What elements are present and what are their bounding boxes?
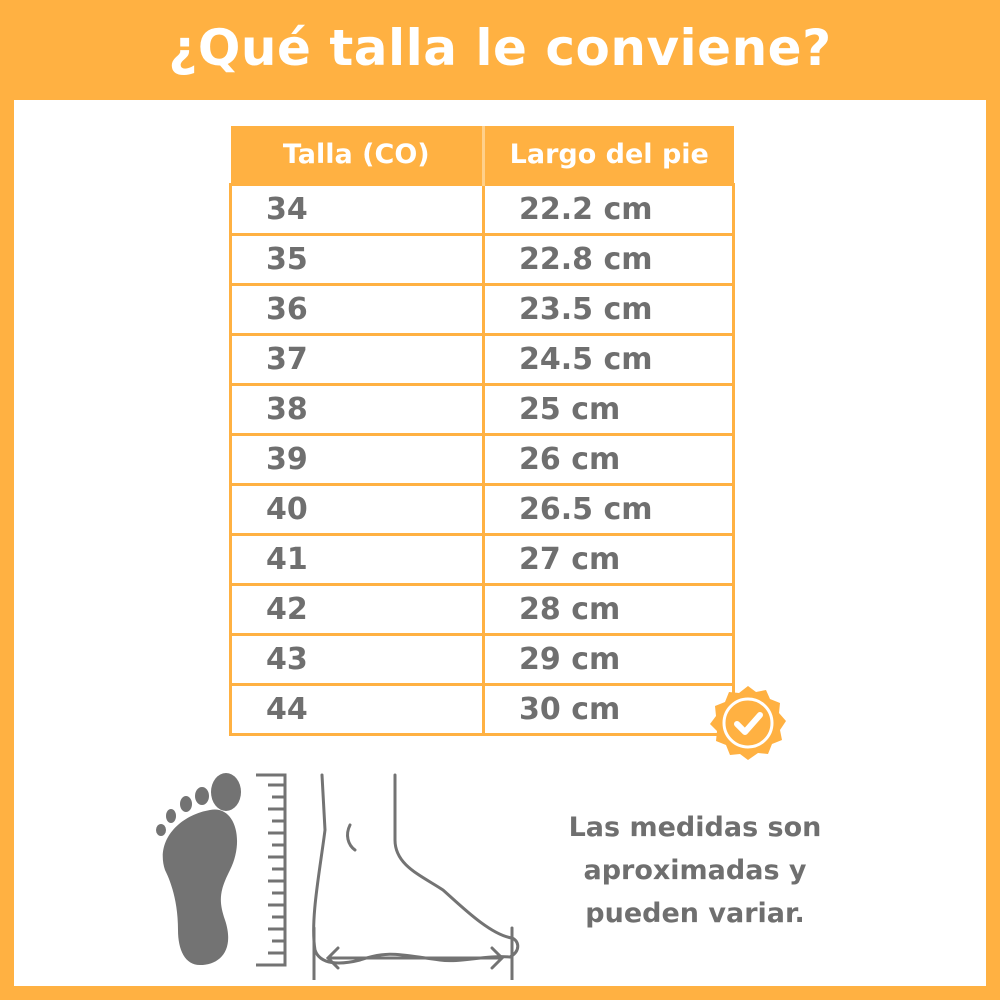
column-header-length: Largo del pie bbox=[483, 126, 734, 184]
table-row: 35 22.8 cm bbox=[229, 232, 735, 286]
size-cell: 43 bbox=[229, 632, 485, 686]
size-cell: 38 bbox=[229, 382, 485, 436]
table-row: 44 30 cm bbox=[229, 682, 735, 736]
foot-length-cell: 24.5 cm bbox=[482, 332, 735, 386]
foot-length-cell: 22.2 cm bbox=[482, 182, 735, 236]
table-row: 40 26.5 cm bbox=[229, 482, 735, 536]
table-row: 39 26 cm bbox=[229, 432, 735, 486]
size-cell: 37 bbox=[229, 332, 485, 386]
foot-length-cell: 26 cm bbox=[482, 432, 735, 486]
table-row: 37 24.5 cm bbox=[229, 332, 735, 386]
foot-length-cell: 29 cm bbox=[482, 632, 735, 686]
foot-length-cell: 22.8 cm bbox=[482, 232, 735, 286]
size-cell: 41 bbox=[229, 532, 485, 586]
table-row: 34 22.2 cm bbox=[229, 182, 735, 236]
size-cell: 44 bbox=[229, 682, 485, 736]
size-cell: 39 bbox=[229, 432, 485, 486]
foot-side-icon bbox=[312, 773, 520, 965]
table-row: 38 25 cm bbox=[229, 382, 735, 436]
foot-length-cell: 28 cm bbox=[482, 582, 735, 636]
foot-measure-illustration bbox=[156, 773, 520, 980]
foot-length-cell: 23.5 cm bbox=[482, 282, 735, 336]
column-header-size: Talla (CO) bbox=[230, 126, 485, 184]
foot-length-cell: 30 cm bbox=[482, 682, 735, 736]
size-cell: 40 bbox=[229, 482, 485, 536]
table-header-row: Talla (CO) Largo del pie bbox=[230, 126, 734, 184]
foot-length-cell: 25 cm bbox=[482, 382, 735, 436]
table-row: 36 23.5 cm bbox=[229, 282, 735, 336]
size-cell: 36 bbox=[229, 282, 485, 336]
size-cell: 42 bbox=[229, 582, 485, 636]
ruler-icon bbox=[256, 773, 287, 967]
page-title: ¿Qué talla le conviene? bbox=[168, 19, 832, 77]
table-row: 41 27 cm bbox=[229, 532, 735, 586]
table-row: 43 29 cm bbox=[229, 632, 735, 686]
check-badge-icon bbox=[710, 686, 786, 760]
size-table: Talla (CO) Largo del pie 34 22.2 cm 35 22.8… bbox=[229, 126, 735, 736]
foot-length-cell: 27 cm bbox=[482, 532, 735, 586]
size-cell: 34 bbox=[229, 182, 485, 236]
size-cell: 35 bbox=[229, 232, 485, 286]
footprint-icon bbox=[156, 773, 241, 965]
table-row: 42 28 cm bbox=[229, 582, 735, 636]
foot-length-cell: 26.5 cm bbox=[482, 482, 735, 536]
disclaimer-note: Las medidas son aproximadas y pueden var… bbox=[568, 812, 822, 929]
length-arrow-icon bbox=[312, 926, 514, 980]
